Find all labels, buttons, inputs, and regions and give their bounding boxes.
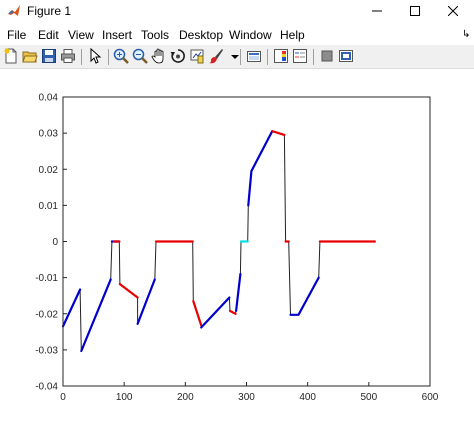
rotate-3d-icon[interactable] (170, 48, 186, 64)
maximize-icon (410, 6, 420, 16)
connector-line (288, 241, 291, 315)
minimize-button[interactable] (354, 0, 400, 22)
plot-axes: 0 100 200 300 400 500 600 -0.04 -0.03 -0.02 -0.01… (35, 93, 439, 404)
zoom-in-icon[interactable] (113, 48, 129, 64)
x-tick-label: 0 (60, 392, 66, 403)
matlab-logo-icon (7, 4, 21, 18)
pan-icon[interactable] (151, 48, 167, 64)
maximize-button[interactable] (392, 0, 438, 22)
menu-bar: File Edit View Insert Tools Desktop Wind… (0, 25, 474, 45)
zoom-out-icon[interactable] (132, 48, 148, 64)
toolbar-separator (313, 49, 314, 65)
y-tick-label: 0.03 (39, 129, 59, 140)
menu-help[interactable]: Help (280, 28, 305, 42)
series-line-blue (80, 278, 112, 353)
series-line-red (228, 309, 237, 315)
connector-line (154, 241, 157, 280)
series-line-red (271, 130, 286, 137)
y-tick-label: -0.01 (35, 273, 58, 284)
title-bar: Figure 1 (0, 0, 474, 22)
x-tick-label: 300 (238, 392, 255, 403)
insert-colorbar-icon[interactable] (273, 48, 289, 64)
connector-line (118, 241, 121, 285)
series-line-blue (61, 288, 82, 328)
chevron-right-icon[interactable]: ↳ (462, 29, 471, 40)
y-tick-label: 0.01 (39, 201, 59, 212)
connector-line (318, 241, 321, 278)
close-icon (448, 6, 458, 16)
window-title: Figure 1 (27, 4, 72, 18)
x-axis: 0 100 200 300 400 500 600 (60, 382, 439, 403)
connector-line (192, 241, 194, 302)
y-tick-label: -0.04 (35, 382, 58, 393)
menu-view[interactable]: View (68, 28, 94, 42)
series-line-red (192, 300, 203, 327)
menu-file[interactable]: File (7, 28, 27, 42)
save-icon[interactable] (41, 48, 57, 64)
hide-plot-tools-icon[interactable] (319, 48, 335, 64)
data-cursor-icon[interactable] (189, 48, 205, 64)
insert-legend-icon[interactable] (292, 48, 308, 64)
series-line-red (118, 283, 139, 299)
y-tick-label: 0.02 (39, 165, 59, 176)
connector-line (110, 241, 113, 280)
toolbar-separator (240, 49, 241, 65)
open-file-icon[interactable] (22, 48, 38, 64)
series-line-blue (235, 272, 242, 312)
close-button[interactable] (430, 0, 474, 22)
connector-line (239, 241, 242, 275)
edit-plot-icon[interactable] (87, 48, 103, 64)
x-tick-label: 400 (299, 392, 316, 403)
x-tick-label: 600 (422, 392, 439, 403)
x-tick-label: 100 (116, 392, 133, 403)
y-tick-label: 0.04 (39, 93, 59, 104)
menu-edit[interactable]: Edit (38, 28, 59, 42)
series-line-blue (136, 278, 156, 325)
print-icon[interactable] (60, 48, 76, 64)
menu-window[interactable]: Window (229, 28, 272, 42)
brush-dropdown-icon[interactable] (227, 48, 243, 64)
connector-line (247, 205, 249, 242)
figure-canvas (0, 70, 474, 424)
x-tick-label: 500 (360, 392, 377, 403)
series-line-blue (247, 130, 274, 207)
series-line-blue (289, 276, 320, 316)
y-axis: -0.04 -0.03 -0.02 -0.01 0 0.01 0.02 0.03 0.04 (35, 93, 67, 393)
toolbar-separator (267, 49, 268, 65)
brush-icon[interactable] (208, 48, 224, 64)
menu-insert[interactable]: Insert (102, 28, 133, 42)
toolbar-separator (108, 49, 109, 65)
y-tick-label: -0.03 (35, 345, 58, 356)
plot-lines (61, 130, 376, 353)
connector-line (228, 297, 231, 311)
menu-tools[interactable]: Tools (141, 28, 170, 42)
menu-desktop[interactable]: Desktop (179, 28, 224, 42)
new-figure-icon[interactable] (3, 48, 19, 64)
x-tick-label: 200 (177, 392, 194, 403)
show-plot-tools-icon[interactable] (338, 48, 354, 64)
link-plot-icon[interactable] (246, 48, 262, 64)
y-tick-label: -0.02 (35, 309, 58, 320)
toolbar-separator (81, 49, 82, 65)
y-tick-label: 0 (52, 237, 58, 248)
connector-line (79, 289, 82, 352)
toolbar (0, 45, 474, 69)
minimize-icon (372, 10, 382, 12)
series-line-blue (200, 296, 231, 329)
connector-line (283, 134, 287, 242)
